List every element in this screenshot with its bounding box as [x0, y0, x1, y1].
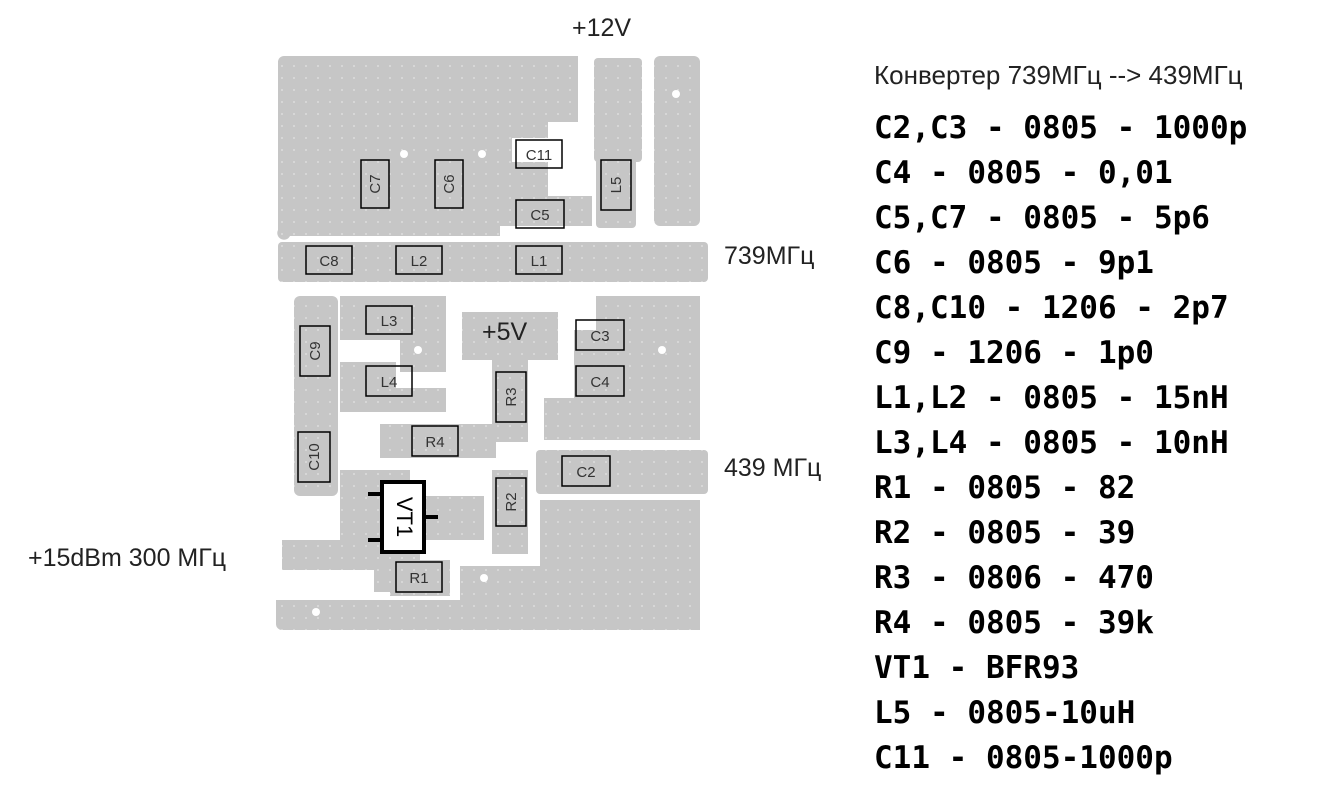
component-R4: R4	[411, 425, 459, 457]
component-label: L3	[381, 313, 398, 330]
bom-item: R2 - 0805 - 39	[874, 515, 1136, 551]
component-label: C5	[530, 207, 549, 224]
component-C7: C7	[360, 159, 390, 209]
label-439mhz: 439 МГц	[724, 454, 822, 482]
component-label: R1	[409, 570, 428, 587]
component-VT1: VT1	[368, 480, 438, 554]
component-label: R2	[503, 492, 520, 511]
bom-item: C5,C7 - 0805 - 5p6	[874, 200, 1210, 236]
mounting-holes	[312, 90, 680, 616]
component-L4: L4	[365, 365, 413, 397]
label-300mhz-input: +15dBm 300 МГц	[28, 544, 227, 572]
bom-item: C2,C3 - 0805 - 1000p	[874, 110, 1248, 146]
component-C10: C10	[297, 431, 331, 483]
component-C6: C6	[434, 159, 464, 209]
component-label: L2	[411, 253, 428, 270]
component-label: R3	[503, 387, 520, 406]
bom-item: L5 - 0805-10uH	[874, 695, 1136, 731]
component-C5: C5	[515, 199, 565, 229]
component-label: C6	[441, 174, 458, 193]
component-label: C8	[319, 253, 338, 270]
component-label: C11	[526, 147, 552, 164]
bill-of-materials: C2,C3 - 0805 - 1000p C4 - 0805 - 0,01 C5…	[874, 106, 1247, 781]
component-L3: L3	[365, 305, 413, 335]
component-C3: C3	[575, 319, 625, 351]
bom-item: C8,C10 - 1206 - 2p7	[874, 290, 1229, 326]
bom-item: VT1 - BFR93	[874, 650, 1080, 686]
bom-item: R3 - 0806 - 470	[874, 560, 1154, 596]
component-label: C7	[367, 174, 384, 193]
copper-pour	[276, 56, 708, 630]
component-R1: R1	[395, 561, 443, 593]
diagram-title: Конвертер 739МГц --> 439МГц	[874, 60, 1243, 90]
component-R3: R3	[495, 371, 527, 423]
component-L5: L5	[600, 159, 632, 211]
component-C11: C11	[515, 139, 563, 169]
component-L2: L2	[395, 245, 443, 275]
label-739mhz: 739МГц	[724, 242, 815, 270]
label-5v: +5V	[482, 318, 528, 346]
component-C2: C2	[561, 455, 611, 487]
bom-item: C11 - 0805-1000p	[874, 740, 1173, 776]
component-C4: C4	[575, 365, 625, 397]
bom-item: R4 - 0805 - 39k	[874, 605, 1154, 641]
component-C9: C9	[299, 325, 331, 377]
component-label: C3	[590, 328, 609, 345]
component-L1: L1	[515, 245, 563, 275]
bom-item: L1,L2 - 0805 - 15nH	[874, 380, 1229, 416]
bom-item: C9 - 1206 - 1p0	[874, 335, 1154, 371]
component-label: C4	[590, 374, 609, 391]
component-label: C10	[306, 443, 323, 471]
component-label: R4	[425, 434, 444, 451]
bom-item: C4 - 0805 - 0,01	[874, 155, 1173, 191]
component-label: VT1	[392, 497, 417, 537]
bom-item: L3,L4 - 0805 - 10nH	[874, 425, 1229, 461]
component-label: C2	[576, 464, 595, 481]
component-label: L1	[531, 253, 548, 270]
bom-item: C6 - 0805 - 9p1	[874, 245, 1154, 281]
component-label: C9	[307, 341, 324, 360]
label-12v: +12V	[572, 14, 632, 42]
component-C8: C8	[305, 245, 353, 275]
component-label: L5	[608, 177, 625, 194]
component-label: L4	[381, 374, 398, 391]
component-R2: R2	[495, 477, 527, 527]
bom-item: R1 - 0805 - 82	[874, 470, 1136, 506]
